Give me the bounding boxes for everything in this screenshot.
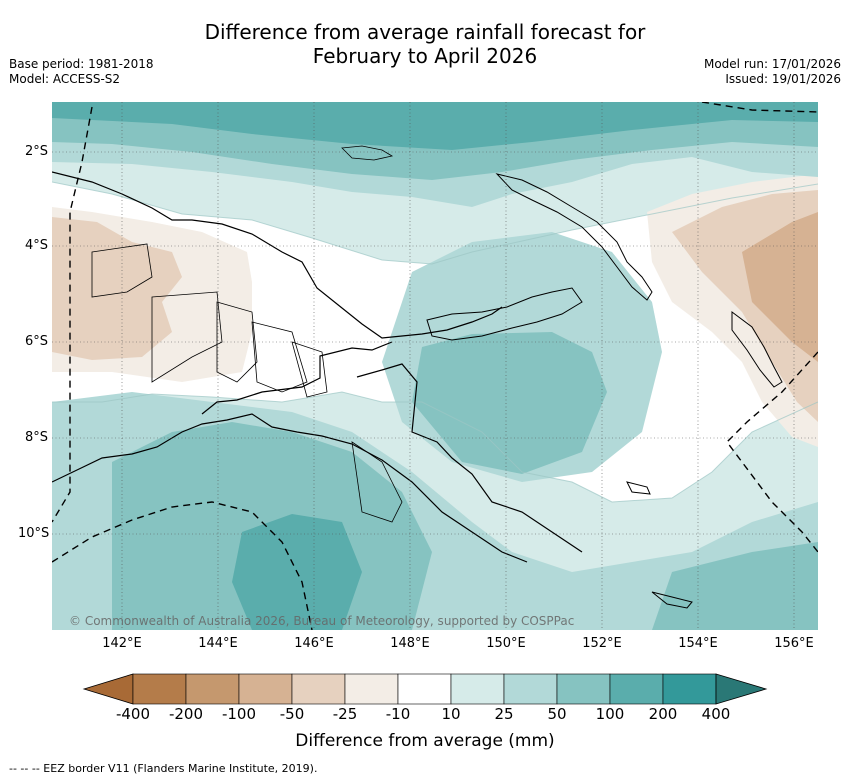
province-borders bbox=[91, 243, 403, 523]
eez-footnote: -- -- -- EEZ border V11 (Flanders Marine… bbox=[9, 762, 318, 775]
rainfall-anomaly-map bbox=[52, 102, 818, 630]
colorbar-tick: -100 bbox=[221, 705, 257, 723]
colorbar-tick: -25 bbox=[332, 705, 358, 723]
colorbar-tick: 100 bbox=[595, 705, 625, 723]
lon-label: 148°E bbox=[390, 636, 430, 651]
colorbar-tick: -200 bbox=[168, 705, 204, 723]
run-info: Model run: 17/01/2026 Issued: 19/01/2026 bbox=[704, 57, 841, 87]
lon-label: 152°E bbox=[582, 636, 622, 651]
lat-label: 10°S bbox=[18, 526, 50, 541]
lon-label: 142°E bbox=[102, 636, 142, 651]
title-line-1: Difference from average rainfall forecas… bbox=[204, 20, 646, 44]
colorbar-segment bbox=[503, 673, 558, 705]
graticule bbox=[52, 102, 818, 630]
lat-label: 4°S bbox=[24, 238, 48, 253]
colorbar-segment bbox=[132, 673, 187, 705]
colorbar-tick: 50 bbox=[547, 705, 567, 723]
lon-label: 146°E bbox=[294, 636, 334, 651]
colorbar-segment bbox=[291, 673, 346, 705]
lon-label: 154°E bbox=[678, 636, 718, 651]
anomaly-band-100-200-north bbox=[52, 102, 818, 150]
map-title: Difference from average rainfall forecas… bbox=[0, 20, 850, 68]
colorbar-segment bbox=[609, 673, 664, 705]
anomaly-band-minus50-minus25 bbox=[52, 217, 182, 360]
anomaly-band-50-100-southeast bbox=[652, 542, 818, 630]
colorbar-segment bbox=[185, 673, 240, 705]
lat-label: 2°S bbox=[24, 144, 48, 159]
colorbar-segment bbox=[556, 673, 611, 705]
copyright-notice: © Commonwealth of Australia 2026, Bureau… bbox=[69, 614, 575, 628]
coastline-solomon-islands bbox=[626, 311, 783, 609]
issued-date: Issued: 19/01/2026 bbox=[725, 72, 841, 86]
colorbar-tick: 25 bbox=[494, 705, 514, 723]
model-name: Model: ACCESS-S2 bbox=[9, 72, 121, 86]
anomaly-band-50-100-central bbox=[412, 332, 607, 474]
lon-label: 156°E bbox=[774, 636, 814, 651]
coastline-new-guinea bbox=[52, 171, 583, 563]
eez-border bbox=[52, 102, 818, 630]
colorbar-tick: -10 bbox=[385, 705, 411, 723]
colorbar-tick: 400 bbox=[701, 705, 731, 723]
coastline-new-britain bbox=[426, 287, 583, 341]
title-line-2: February to April 2026 bbox=[312, 44, 538, 68]
model-run: Model run: 17/01/2026 bbox=[703, 57, 841, 71]
colorbar-segment bbox=[238, 673, 293, 705]
colorbar-segment bbox=[344, 673, 399, 705]
colorbar-segment bbox=[662, 673, 717, 705]
colorbar-title: Difference from average (mm) bbox=[295, 731, 555, 751]
lat-label: 8°S bbox=[24, 430, 48, 445]
coastline-new-ireland bbox=[495, 173, 653, 301]
lon-label: 150°E bbox=[486, 636, 526, 651]
colorbar-tick: -400 bbox=[115, 705, 151, 723]
model-info: Base period: 1981-2018 Model: ACCESS-S2 bbox=[9, 57, 154, 87]
lon-label: 144°E bbox=[198, 636, 238, 651]
colorbar-extend-low bbox=[82, 673, 134, 705]
anomaly-band-east-minus100 bbox=[742, 212, 818, 362]
colorbar-tick: -50 bbox=[279, 705, 305, 723]
colorbar-tick: 200 bbox=[648, 705, 678, 723]
lat-label: 6°S bbox=[24, 334, 48, 349]
colorbar bbox=[82, 673, 768, 705]
colorbar-segment bbox=[450, 673, 505, 705]
colorbar-extend-high bbox=[715, 673, 768, 705]
colorbar-segment bbox=[397, 673, 452, 705]
base-period: Base period: 1981-2018 bbox=[9, 57, 154, 71]
colorbar-tick: 10 bbox=[441, 705, 461, 723]
coastline-manus bbox=[341, 145, 394, 161]
